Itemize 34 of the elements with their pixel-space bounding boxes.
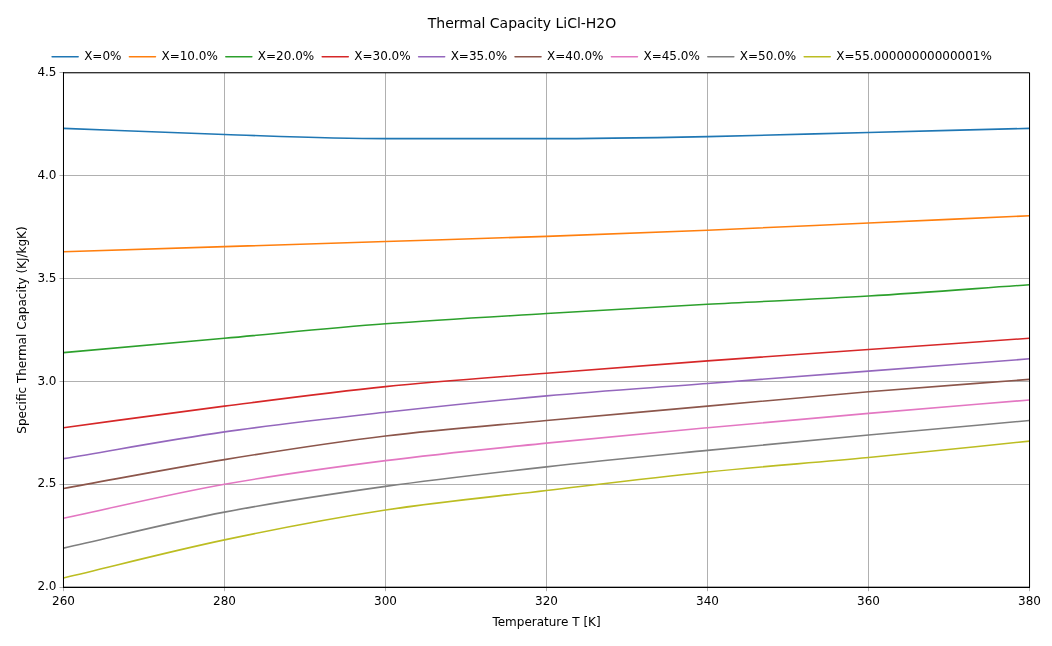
legend-label: X=40.0% — [547, 48, 604, 63]
x-tick-label: 300 — [374, 593, 397, 608]
legend-label: X=35.0% — [450, 48, 508, 63]
x-tick-label: 260 — [52, 593, 75, 608]
y-tick-label: 4.5 — [37, 64, 57, 79]
line-series — [63, 358, 1030, 460]
x-tick-label: 320 — [535, 593, 558, 608]
line-series — [63, 283, 1030, 354]
chart-title: Thermal Capacity LiCl-H2O — [426, 15, 617, 32]
line-series — [63, 440, 1030, 579]
line-series — [63, 399, 1030, 520]
legend-label: X=30.0% — [354, 48, 411, 63]
y-tick-label: 3.0 — [37, 373, 57, 388]
legend-label: X=10.0% — [161, 48, 218, 63]
line-series — [63, 378, 1030, 490]
line-series — [63, 127, 1030, 140]
y-tick-label: 4.0 — [37, 167, 57, 182]
legend-label: X=20.0% — [257, 48, 315, 63]
y-tick-label: 3.5 — [37, 270, 57, 285]
y-axis-title: Specific Thermal Capacity (KJ/kgK) — [15, 226, 30, 434]
x-axis-title: Temperature T [K] — [491, 614, 601, 629]
x-tick-label: 340 — [696, 593, 719, 608]
y-tick-label: 2.0 — [37, 579, 57, 594]
legend-label: X=45.0% — [643, 48, 700, 63]
line-series — [63, 215, 1030, 253]
legend-label: X=55.00000000000001% — [836, 48, 992, 63]
legend-label: X=50.0% — [739, 48, 797, 63]
y-tick-label: 2.5 — [37, 476, 57, 491]
x-tick-label: 360 — [857, 593, 880, 608]
x-tick-label: 380 — [1018, 593, 1041, 608]
legend-label: X=0% — [84, 48, 122, 63]
x-tick-label: 280 — [213, 593, 236, 608]
line-series — [63, 337, 1030, 429]
line-series — [63, 419, 1030, 549]
